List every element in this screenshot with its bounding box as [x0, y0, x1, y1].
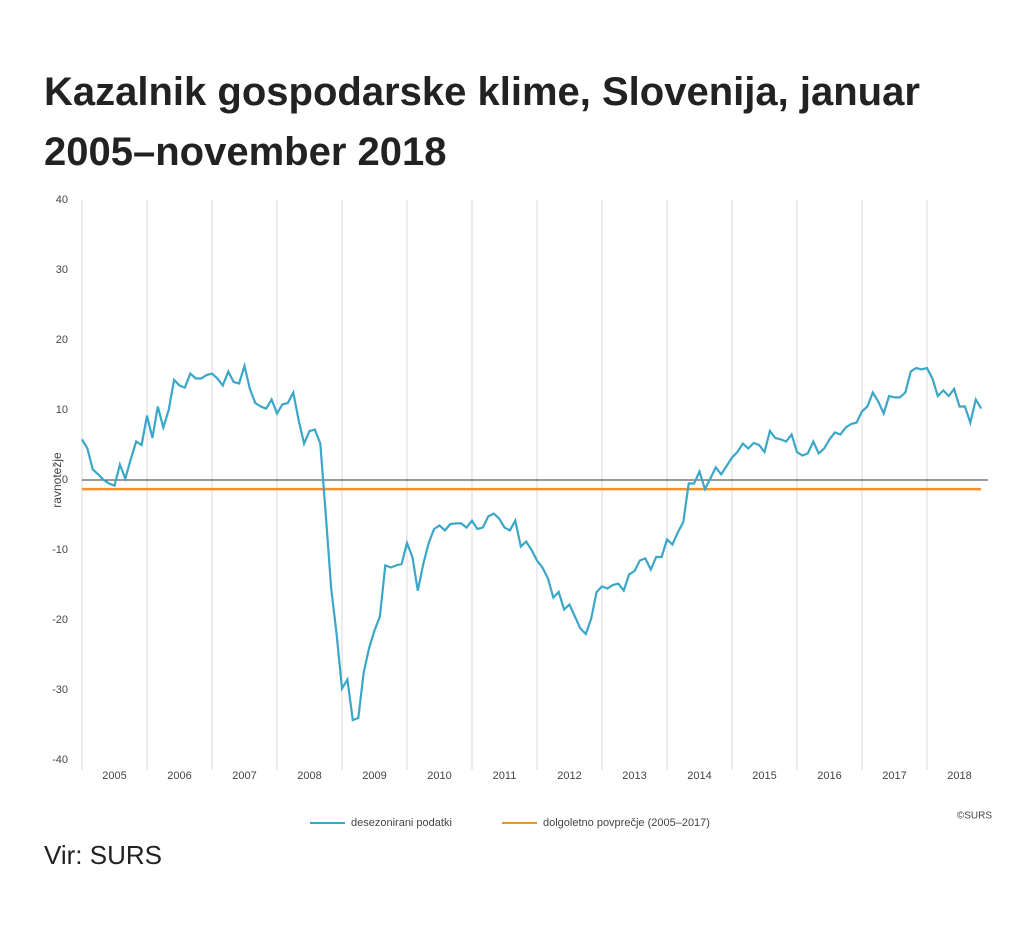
y-tick-label: 0 [62, 474, 68, 486]
y-tick-label: 30 [56, 264, 68, 276]
x-tick-label: 2011 [493, 770, 517, 782]
y-tick-label: 40 [56, 194, 68, 206]
data-line [81, 361, 983, 722]
x-tick-label: 2015 [752, 770, 776, 782]
x-tick-label: 2012 [557, 770, 581, 782]
x-tick-label: 2005 [102, 770, 126, 782]
x-tick-label: 2007 [232, 770, 256, 782]
legend-label: dolgoletno povprečje (2005–2017) [543, 817, 710, 829]
x-tick-label: 2016 [817, 770, 841, 782]
y-tick-label: 20 [56, 334, 68, 346]
y-tick-label: -10 [52, 544, 68, 556]
x-tick-label: 2006 [167, 770, 191, 782]
source: Vir: SURS [44, 840, 162, 870]
y-axis-label: ravnotežje [50, 452, 64, 508]
legend-label: desezonirani podatki [351, 817, 452, 829]
x-tick-label: 2009 [362, 770, 386, 782]
y-tick-label: -40 [52, 754, 68, 766]
x-tick-label: 2010 [427, 770, 451, 782]
x-tick-label: 2008 [297, 770, 321, 782]
y-tick-label: -30 [52, 684, 68, 696]
x-tick-label: 2017 [882, 770, 906, 782]
y-tick-label: 10 [56, 404, 68, 416]
x-tick-label: 2018 [947, 770, 971, 782]
x-tick-label: 2014 [687, 770, 711, 782]
credit: ©SURS [957, 811, 992, 822]
y-tick-label: -20 [52, 614, 68, 626]
x-tick-label: 2013 [622, 770, 646, 782]
title: Kazalnik gospodarske klime, Slovenija, j… [44, 70, 920, 174]
